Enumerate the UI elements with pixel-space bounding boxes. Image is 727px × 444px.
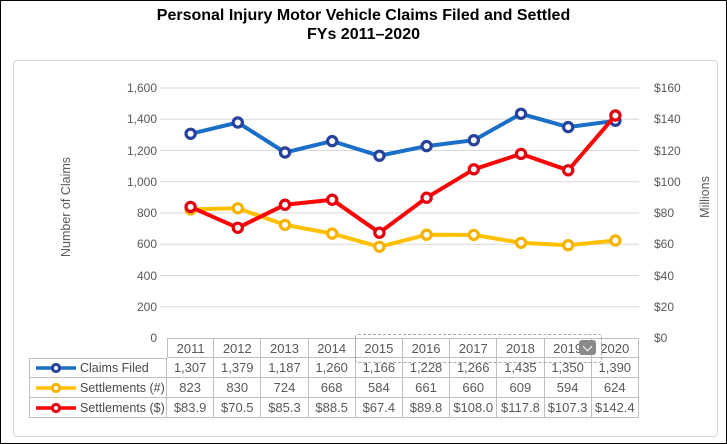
data-point (373, 240, 386, 253)
value-cell: $67.4 (355, 398, 403, 418)
value-cell: 724 (261, 378, 309, 398)
data-point (420, 139, 433, 153)
year-header-cell: 2020 (591, 338, 639, 358)
value-cell: $117.8 (497, 398, 545, 418)
value-cell: $88.5 (308, 398, 356, 418)
value-cell: $70.5 (214, 398, 262, 418)
value-cell: 594 (544, 378, 592, 398)
year-header-cell: 2014 (308, 338, 356, 358)
data-point (514, 147, 528, 161)
value-cell: 1,435 (497, 358, 545, 378)
year-header-cell: 2017 (450, 338, 498, 358)
year-header-cell: 2013 (261, 338, 309, 358)
chart-data-table: 2011 2012 2013 2014 2015 2016 2017 2018 2019 2020… (29, 338, 639, 418)
value-cell: 1,260 (308, 358, 356, 378)
value-cell: 668 (308, 378, 356, 398)
value-cell: 1,187 (261, 358, 309, 378)
data-point (231, 116, 244, 129)
value-cell: 1,166 (355, 358, 403, 378)
value-cell: 660 (450, 378, 498, 398)
chart-title-line2: FYs 2011–2020 (307, 26, 420, 43)
data-point (326, 227, 339, 240)
value-cell: 624 (591, 378, 639, 398)
legend-key-icon (36, 382, 76, 393)
value-cell: $85.3 (261, 398, 309, 418)
value-cell: $107.3 (544, 398, 592, 418)
data-point (609, 109, 622, 122)
value-cell: 584 (355, 378, 403, 398)
data-point (467, 133, 480, 147)
data-point (420, 228, 433, 241)
value-cell: 1,228 (402, 358, 451, 378)
series-2 (184, 109, 622, 239)
year-header-cell: 2016 (402, 338, 451, 358)
data-point (278, 218, 292, 232)
data-point (420, 191, 433, 204)
series-name: Settlements ($) (80, 400, 165, 415)
value-cell: 830 (214, 378, 262, 398)
value-cell: $142.4 (591, 398, 639, 418)
data-point (562, 238, 575, 252)
year-header-cell: 2011 (167, 338, 215, 358)
year-header-cell: 2018 (497, 338, 545, 358)
data-point (562, 120, 575, 134)
legend-key-icon (36, 402, 76, 413)
value-cell: 823 (167, 378, 215, 398)
filter-dropdown-button[interactable] (579, 340, 596, 355)
value-cell: 661 (402, 378, 451, 398)
chart-title-line1: Personal Injury Motor Vehicle Claims Fil… (156, 7, 571, 24)
series-name: Claims Filed (80, 361, 149, 375)
data-point (326, 134, 339, 148)
series-0 (184, 107, 622, 163)
data-point (373, 149, 386, 163)
series-label-cell: Settlements (#) (29, 378, 167, 398)
value-cell: 609 (497, 378, 545, 398)
data-point (326, 193, 339, 206)
data-point (184, 127, 197, 141)
value-cell: 1,350 (544, 358, 592, 378)
value-cell: $83.9 (167, 398, 215, 418)
series-label-cell: Settlements ($) (29, 398, 167, 418)
data-point (467, 163, 480, 176)
series-name: Settlements (#) (80, 380, 165, 395)
value-cell: $108.0 (450, 398, 498, 418)
data-point (373, 226, 386, 239)
value-cell: $89.8 (402, 398, 451, 418)
year-header-cell: 2015 (355, 338, 403, 358)
data-point (467, 228, 480, 242)
value-cell: 1,379 (214, 358, 262, 378)
chart-title: Personal Injury Motor Vehicle Claims Fil… (1, 6, 726, 44)
plot-area (160, 87, 639, 308)
chart-frame: Number of Claims Millions 1,600 1,400 1,20… (13, 60, 718, 437)
series-label-cell: Claims Filed (29, 358, 167, 378)
data-point (278, 198, 292, 211)
chevron-down-icon (582, 341, 593, 351)
year-header-cell: 2012 (214, 338, 262, 358)
data-point (514, 107, 528, 121)
legend-key-icon (36, 362, 76, 374)
data-point (609, 234, 622, 247)
value-cell: 1,390 (591, 358, 639, 378)
data-point (184, 200, 197, 214)
value-cell: 1,307 (167, 358, 215, 378)
data-point (278, 146, 292, 159)
data-point (514, 236, 528, 249)
data-point (231, 221, 244, 234)
data-point (231, 202, 244, 215)
data-point (562, 164, 575, 177)
value-cell: 1,266 (450, 358, 498, 378)
table-corner-cell (29, 338, 167, 358)
